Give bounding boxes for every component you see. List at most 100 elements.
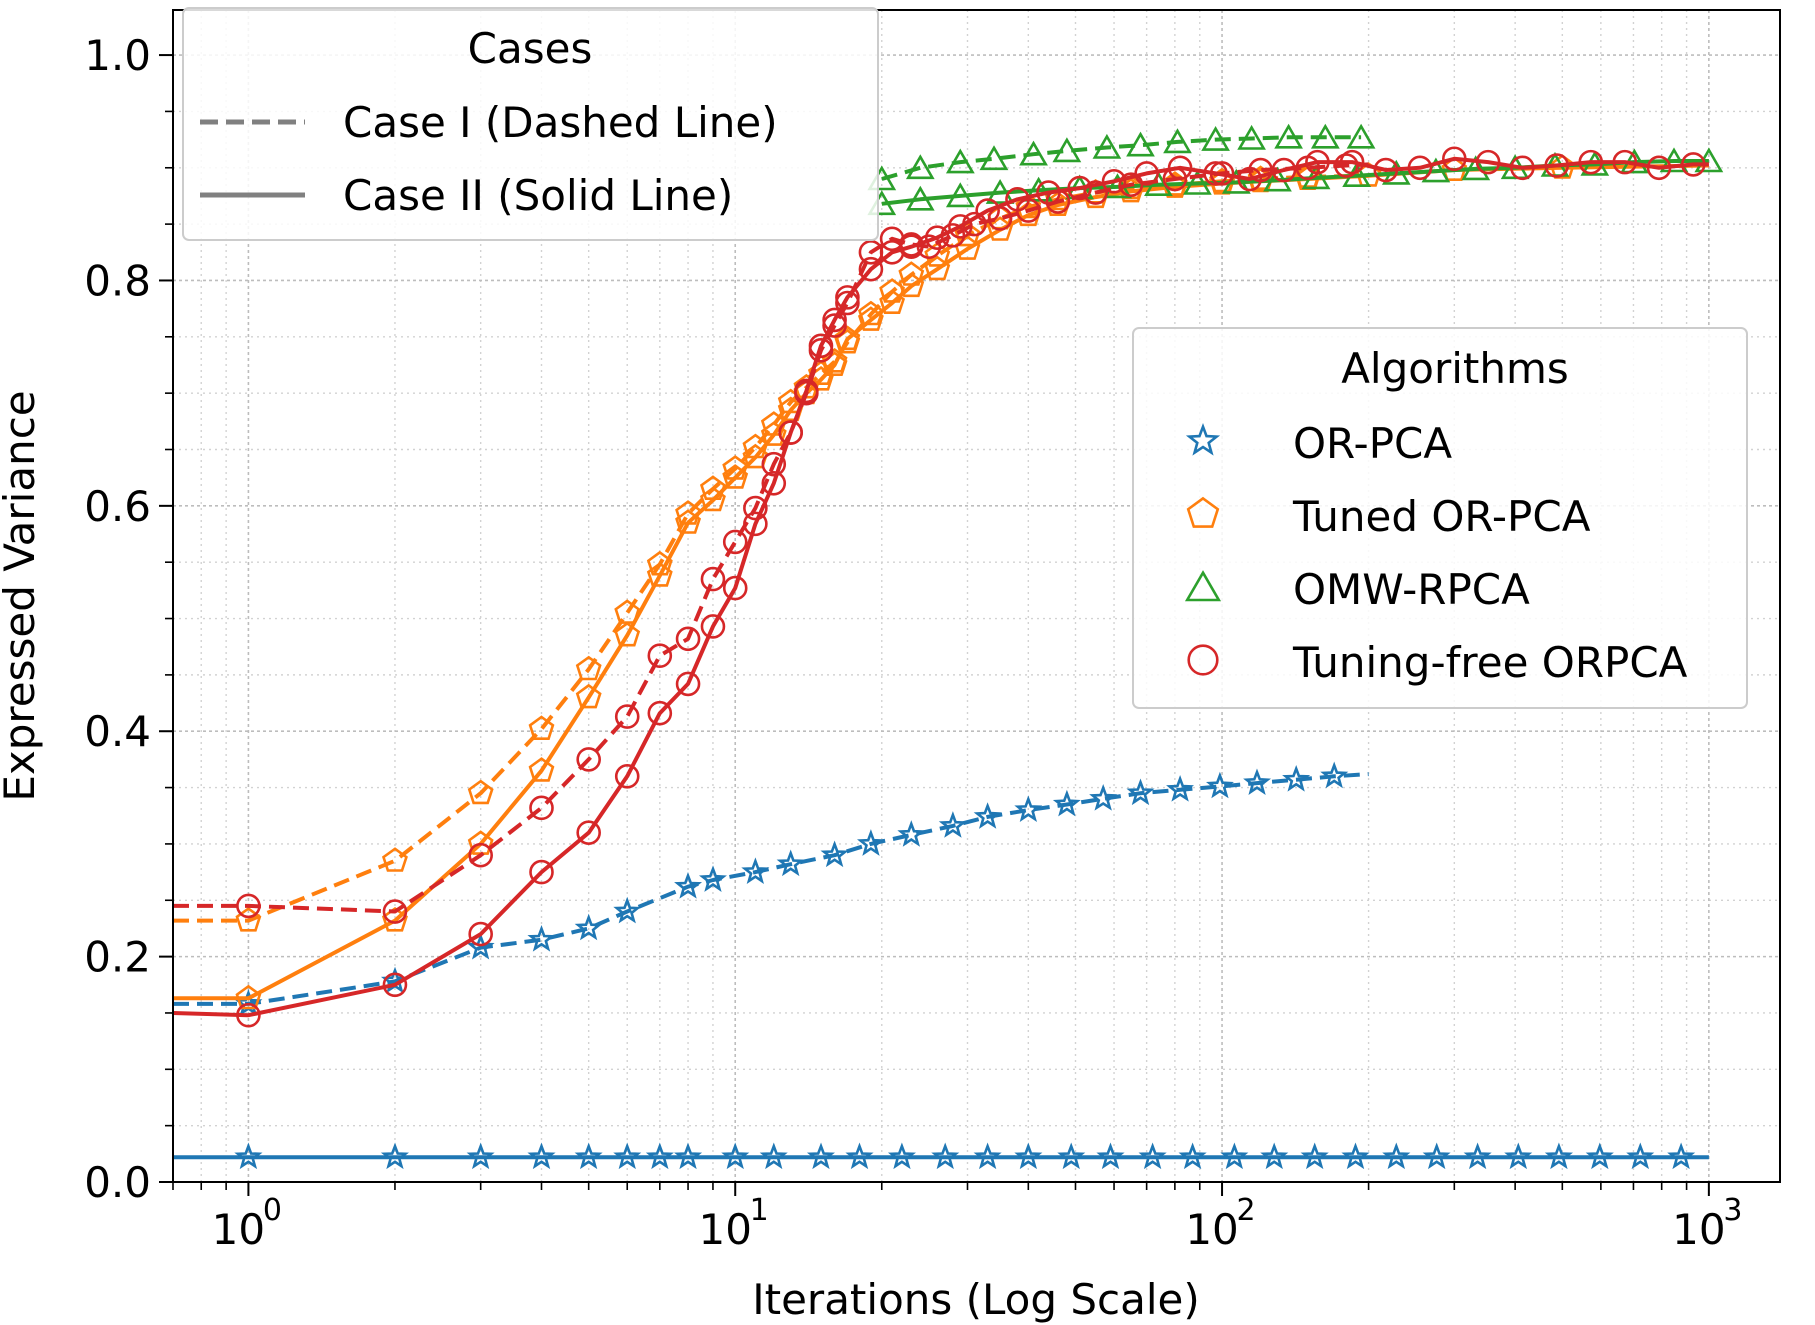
- point-tuned-or-pca-case-ii: [235, 984, 262, 1010]
- point-tuned-or-pca-case-ii: [614, 621, 641, 647]
- point-or-pca-case-ii: [1422, 1142, 1451, 1170]
- point-tuning-free-orpca-case-ii: [899, 234, 924, 259]
- point-omw-rpca-case-ii: [1263, 166, 1292, 192]
- point-omw-rpca-case-ii: [905, 185, 935, 211]
- series-tuning-free-orpca-case-ii: [173, 146, 1709, 1028]
- point-or-pca-case-i: [1052, 789, 1081, 817]
- point-tuned-or-pca-case-ii: [879, 289, 906, 315]
- point-tuning-free-orpca-case-ii: [1646, 155, 1672, 181]
- point-omw-rpca-case-ii: [945, 182, 975, 208]
- legend-case-2-label: Case II (Solid Line): [343, 171, 733, 220]
- point-tuning-free-orpca-case-ii: [1578, 149, 1604, 175]
- x-axis: 100 101 102 103: [172, 1182, 1742, 1254]
- point-or-pca-case-i: [938, 811, 967, 838]
- point-tuned-or-pca-case-ii: [722, 464, 749, 489]
- point-or-pca-case-ii: [1544, 1142, 1573, 1170]
- point-tuning-free-orpca-case-i: [761, 451, 787, 477]
- series-or-pca-case-ii: [173, 1142, 1709, 1170]
- legend-algorithms: Algorithms OR-PCA Tuned OR-PCA OMW-RPCA …: [1132, 327, 1748, 709]
- point-tuning-free-orpca-case-ii: [1442, 146, 1467, 172]
- point-tuned-or-pca-case-i: [235, 906, 262, 932]
- x-tick-label: 10: [1672, 1205, 1725, 1254]
- point-or-pca-case-ii: [1096, 1142, 1125, 1170]
- point-tuning-free-orpca-case-i: [382, 899, 408, 924]
- point-tuning-free-orpca-case-ii: [1203, 161, 1228, 186]
- point-or-pca-case-ii: [380, 1142, 409, 1170]
- legend-algorithms-box: [1132, 327, 1748, 709]
- point-tuning-free-orpca-case-ii: [1101, 168, 1127, 194]
- point-or-pca-case-ii: [1667, 1142, 1696, 1170]
- point-or-pca-case-ii: [466, 1142, 495, 1170]
- legend-tuning-free-orpca-circle-marker: [1187, 644, 1219, 676]
- x-tick-label: 10: [212, 1205, 265, 1254]
- point-tuned-or-pca-case-ii: [898, 272, 925, 298]
- point-omw-rpca-case-i: [1092, 133, 1122, 159]
- point-tuning-free-orpca-case-ii: [722, 575, 748, 601]
- point-tuned-or-pca-case-i: [954, 221, 981, 247]
- point-or-pca-case-ii: [613, 1142, 642, 1170]
- point-or-pca-case-ii: [973, 1142, 1002, 1170]
- point-tuning-free-orpca-case-ii: [761, 471, 787, 496]
- point-omw-rpca-case-ii: [1183, 169, 1212, 195]
- point-tuning-free-orpca-case-ii: [1305, 149, 1330, 175]
- y-axis: 0.0 0.2 0.4 0.6 0.8 1.0: [84, 31, 173, 1207]
- legend-label-omw-rpca: OMW-RPCA: [1293, 565, 1530, 614]
- point-tuning-free-orpca-case-ii: [924, 225, 950, 250]
- point-or-pca-case-ii: [1057, 1142, 1086, 1170]
- point-or-pca-case-ii: [1220, 1142, 1249, 1170]
- point-tuning-free-orpca-case-ii: [858, 256, 884, 282]
- point-tuning-free-orpca-case-ii: [1475, 149, 1501, 175]
- y-tick-label: 0.0: [84, 1158, 151, 1207]
- y-tick-label: 1.0: [84, 31, 151, 80]
- point-omw-rpca-case-ii: [985, 178, 1015, 204]
- point-omw-rpca-case-i: [1201, 125, 1230, 151]
- point-or-pca-case-ii: [759, 1142, 788, 1170]
- point-or-pca-case-ii: [574, 1142, 603, 1170]
- series-or-pca-case-i: [173, 761, 1369, 1016]
- point-tuning-free-orpca-case-ii: [794, 378, 819, 404]
- point-or-pca-case-i: [973, 802, 1002, 829]
- point-tuning-free-orpca-case-i: [468, 842, 493, 868]
- point-tuning-free-orpca-case-ii: [614, 764, 640, 789]
- point-tuned-or-pca-case-i: [381, 847, 408, 872]
- point-or-pca-case-i: [857, 829, 885, 856]
- point-or-pca-case-i: [1089, 784, 1118, 811]
- point-or-pca-case-ii: [887, 1142, 916, 1170]
- point-tuning-free-orpca-case-i: [529, 795, 554, 821]
- point-tuning-free-orpca-case-i: [1334, 153, 1359, 178]
- point-tuning-free-orpca-case-ii: [778, 420, 803, 445]
- legend-omw-rpca-triangle-marker: [1184, 570, 1222, 602]
- point-tuning-free-orpca-case-i: [236, 893, 261, 919]
- point-tuning-free-orpca-case-ii: [1134, 161, 1159, 186]
- x-tick-label: 10: [699, 1205, 752, 1254]
- point-or-pca-case-i: [1166, 775, 1194, 802]
- legend-tuned-or-pca-pentagon-marker: [1186, 496, 1220, 528]
- point-omw-rpca-case-ii: [1024, 176, 1054, 202]
- point-tuning-free-orpca-case-ii: [1510, 155, 1535, 181]
- point-or-pca-case-i: [1014, 795, 1043, 823]
- point-tuning-free-orpca-case-i: [743, 495, 768, 521]
- point-or-pca-case-ii: [1260, 1142, 1289, 1170]
- point-tuned-or-pca-case-ii: [742, 443, 769, 469]
- legend-marker-tuning-free-orpca: [1187, 644, 1219, 676]
- y-tick-label: 0.6: [84, 482, 151, 531]
- point-tuning-free-orpca-case-ii: [948, 214, 973, 239]
- point-tuned-or-pca-case-ii: [646, 562, 673, 587]
- point-or-pca-case-i: [698, 865, 727, 892]
- point-tuning-free-orpca-case-i: [916, 234, 942, 259]
- point-tuning-free-orpca-case-ii: [743, 511, 768, 537]
- point-tuned-or-pca-case-i: [575, 655, 602, 681]
- point-omw-rpca-case-ii: [1381, 159, 1411, 185]
- legend-marker-tuned-or-pca: [1186, 496, 1220, 528]
- legend-marker-omw-rpca: [1184, 570, 1222, 602]
- point-or-pca-case-ii: [1585, 1142, 1614, 1170]
- point-tuning-free-orpca-case-ii: [647, 700, 673, 726]
- point-tuning-free-orpca-case-ii: [835, 285, 860, 310]
- y-axis-label: Expressed Variance: [0, 390, 44, 801]
- point-omw-rpca-case-i: [1019, 140, 1048, 166]
- point-tuned-or-pca-case-ii: [857, 306, 884, 331]
- point-or-pca-case-ii: [931, 1142, 960, 1170]
- point-tuning-free-orpca-case-ii: [576, 820, 601, 845]
- point-tuned-or-pca-case-ii: [675, 509, 702, 534]
